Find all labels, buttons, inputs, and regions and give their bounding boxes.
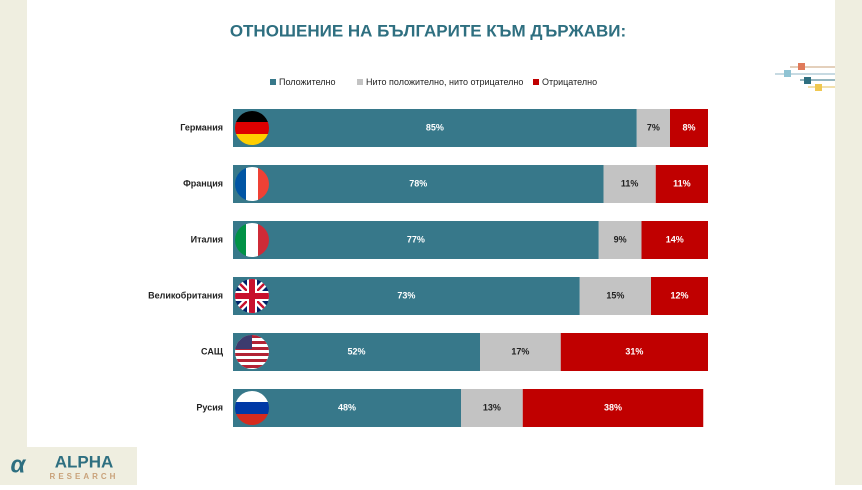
value-label: 78%: [409, 178, 427, 188]
bar-segment: [560, 333, 708, 371]
legend-swatch: [270, 79, 276, 85]
bar-segment: [603, 165, 656, 203]
bar-segment: [598, 221, 642, 259]
value-label: 14%: [666, 234, 684, 244]
y-tick-label: Русия: [196, 402, 223, 412]
value-label: 13%: [483, 402, 501, 412]
value-label: 38%: [604, 402, 622, 412]
bar-segment: [233, 333, 480, 371]
flag-icon: [235, 335, 269, 369]
legend-label: Положително: [279, 77, 336, 87]
flag-icon: [235, 223, 269, 257]
logo-mark: α: [11, 451, 27, 478]
bar-segment: [651, 277, 708, 315]
flag-icon: [235, 391, 269, 425]
bar-segment: [461, 389, 523, 427]
y-tick-label: Франция: [183, 178, 223, 188]
decoration: [775, 63, 835, 91]
flag-icon: [235, 279, 269, 313]
bar-segment: [233, 277, 580, 315]
logo-bg: [0, 447, 137, 485]
y-tick-label: Великобритания: [148, 290, 223, 300]
bar-segment: [233, 165, 604, 203]
legend-swatch: [357, 79, 363, 85]
value-label: 8%: [682, 122, 695, 132]
legend-swatch: [533, 79, 539, 85]
value-label: 9%: [614, 234, 627, 244]
value-label: 73%: [397, 290, 415, 300]
value-label: 77%: [407, 234, 425, 244]
value-label: 15%: [606, 290, 624, 300]
bar-segment: [233, 221, 599, 259]
value-label: 11%: [673, 178, 691, 188]
bar-segment: [641, 221, 708, 259]
value-label: 85%: [426, 122, 444, 132]
bar-segment: [636, 109, 670, 147]
logo: α ALPHA RESEARCH: [0, 447, 137, 485]
legend-label: Нито положително, нито отрицателно: [366, 77, 523, 87]
value-label: 48%: [338, 402, 356, 412]
chart-title: ОТНОШЕНИЕ НА БЪЛГАРИТЕ КЪМ ДЪРЖАВИ:: [230, 21, 626, 40]
legend-label: Отрицателно: [542, 77, 597, 87]
value-label: 31%: [625, 346, 643, 356]
bar-segment: [233, 109, 637, 147]
bar-segment: [655, 165, 708, 203]
bar-segment: [233, 389, 461, 427]
bar-segment: [670, 109, 708, 147]
value-label: 17%: [511, 346, 529, 356]
value-label: 7%: [647, 122, 660, 132]
y-tick-label: Германия: [180, 122, 223, 132]
value-label: 12%: [670, 290, 688, 300]
flag-icon: [235, 167, 269, 201]
value-label: 52%: [347, 346, 365, 356]
bar-segment: [522, 389, 704, 427]
flag-icon: [235, 111, 269, 145]
y-tick-label: САЩ: [201, 346, 224, 356]
logo-sub: RESEARCH: [50, 472, 119, 481]
value-label: 11%: [621, 178, 639, 188]
logo-name: ALPHA: [55, 452, 114, 471]
bar-segment: [579, 277, 651, 315]
bar-segment: [480, 333, 561, 371]
y-tick-label: Италия: [191, 234, 223, 244]
